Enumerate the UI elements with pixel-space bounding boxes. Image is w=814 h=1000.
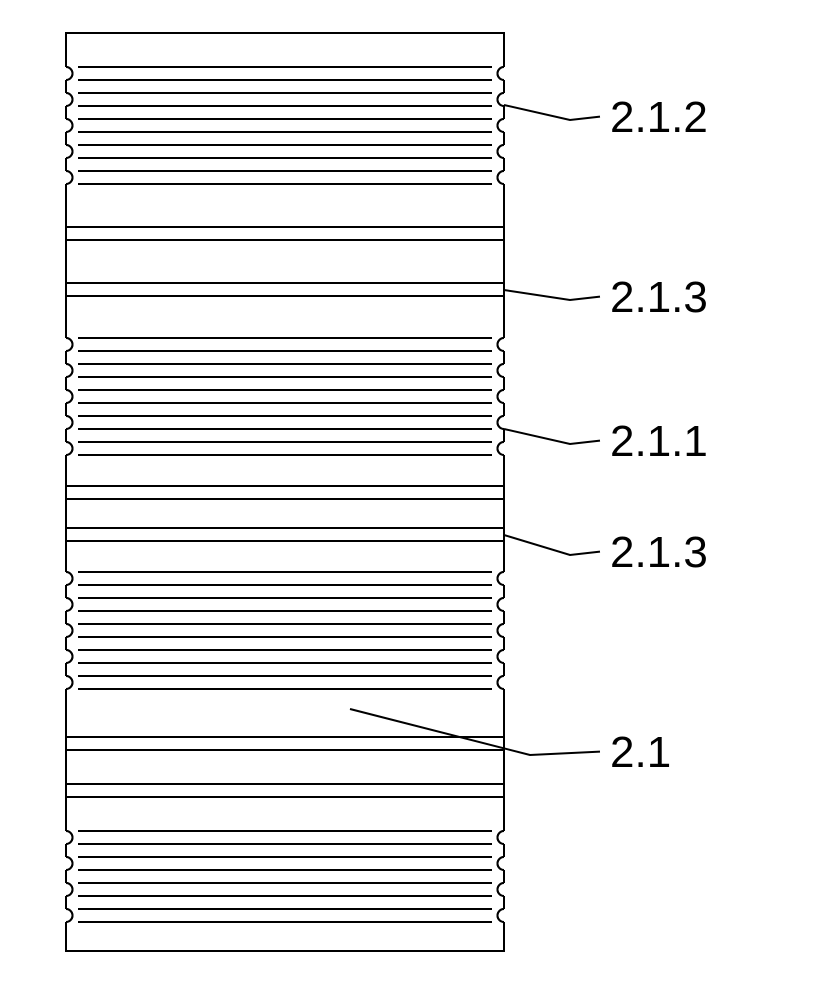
leader-line [504,429,600,444]
leader-line [350,709,600,755]
callout-label: 2.1.2 [610,93,708,142]
leader-line [504,535,600,555]
callout-label: 2.1.1 [610,417,708,466]
leader-line [504,105,600,120]
leader-line [504,290,600,300]
callout-label: 2.1 [610,728,671,777]
callout-label: 2.1.3 [610,273,708,322]
callout-label: 2.1.3 [610,528,708,577]
